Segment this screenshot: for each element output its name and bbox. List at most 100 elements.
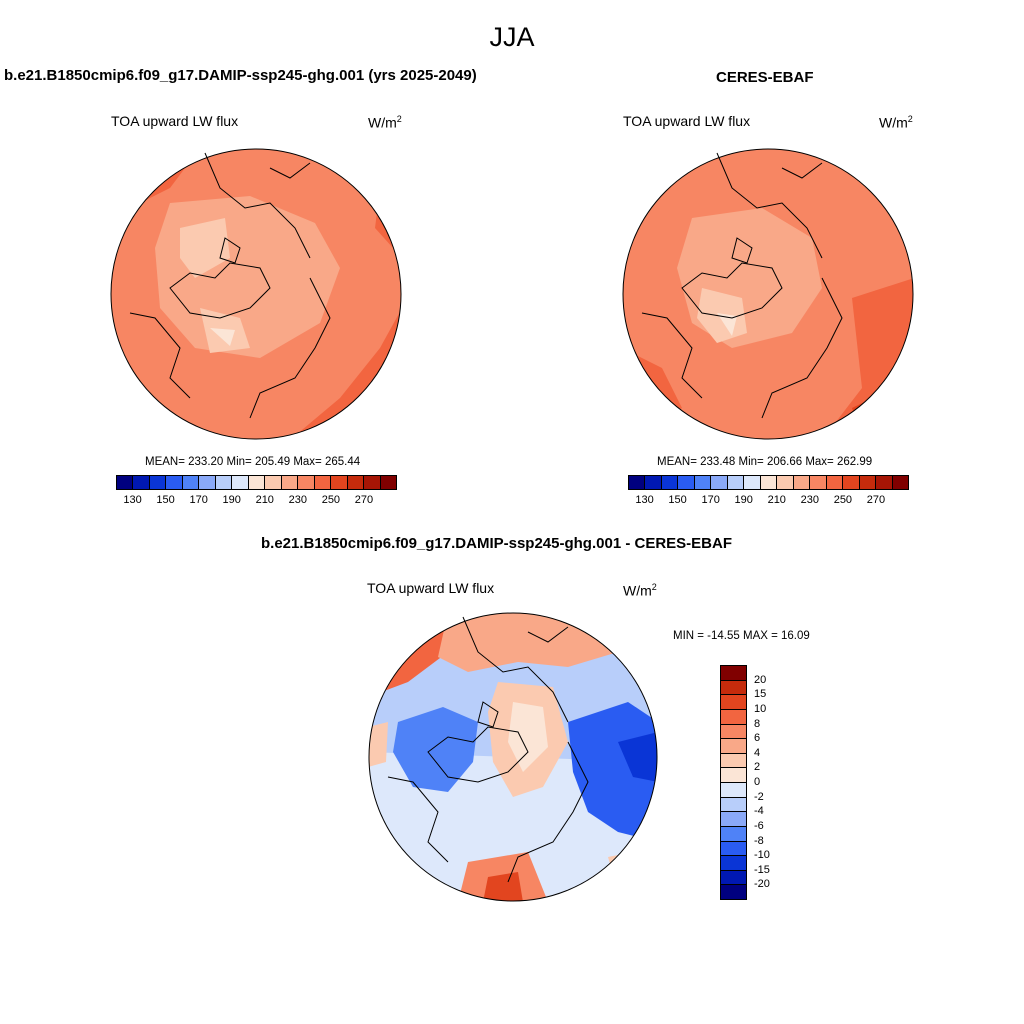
colorbar-model-cell [331,476,348,489]
colorbar-obs-tick: 250 [833,494,853,506]
colorbar-model-cell [248,476,266,489]
colorbar-obs-cell [678,476,695,489]
polar-map-obs [622,148,914,440]
colorbar-diff-cell [720,825,747,842]
colorbar-diff-cell [720,796,747,813]
colorbar-obs-cell [744,476,761,489]
colorbar-diff-tick: 15 [754,688,767,701]
colorbar-model-tick: 150 [156,494,175,506]
colorbar-cells-obs [628,475,909,490]
colorbar-diff-tick: -8 [754,834,764,847]
colorbar-diff-tick: 2 [754,761,761,774]
colorbar-model-cell [298,476,315,489]
colorbar-diff-cell [720,708,747,725]
colorbar-obs-cell [711,476,728,489]
colorbar-model-cell [347,476,365,489]
stats-diff: MIN = -14.55 MAX = 16.09 [673,630,810,642]
colorbar-model-tick: 250 [321,494,341,506]
colorbar-diff-tick: -6 [754,819,764,832]
colorbar-diff-cell [720,665,747,681]
variable-label-obs: TOA upward LW flux [623,113,751,129]
colorbar-diff-cell [720,738,747,754]
colorbar-model-cell [232,476,249,489]
colorbar-diff-tick: 4 [754,746,761,759]
colorbar-obs-tick: 150 [668,494,687,506]
colorbar-model-cell [199,476,216,489]
colorbar-diff-cell [720,723,747,740]
colorbar-obs-cell [661,476,679,489]
colorbar-obs-cell [793,476,811,489]
colorbar-model-tick: 190 [222,494,241,506]
colorbar-diff-tick: 10 [754,702,767,715]
colorbar-obs-cell [760,476,778,489]
colorbar-obs-cell [727,476,745,489]
colorbar-obs-tick: 130 [635,494,654,506]
colorbar-obs-cell [810,476,827,489]
colorbar-diff-cell [720,694,747,710]
colorbar-model-cell [314,476,332,489]
colorbar-model-cell [364,476,381,489]
colorbar-obs-tick: 230 [800,494,819,506]
colorbar-obs-cell [859,476,877,489]
panel-title-model: b.e21.B1850cmip6.f09_g17.DAMIP-ssp245-gh… [4,67,477,84]
colorbar-obs-cell [892,476,908,489]
variable-label-diff: TOA upward LW flux [367,580,495,596]
colorbar-model-cell [149,476,167,489]
colorbar-diff-cell [720,884,747,900]
panel-title-obs: CERES-EBAF [716,69,814,86]
figure-title: JJA [489,22,535,52]
colorbar-diff-tick: -20 [754,878,770,891]
colorbar-diff-cell [720,767,747,783]
colorbar-obs-cell [629,476,646,489]
units-label-diff: W/m2 [623,582,657,599]
colorbar-model-tick: 270 [354,494,374,506]
colorbar-diff-tick: -10 [754,849,770,862]
colorbar-obs-tick: 210 [767,494,786,506]
colorbar-diff-cell [720,782,747,798]
colorbar-diff-cell [720,679,747,696]
polar-map-diff [368,612,658,902]
colorbar-model-cell [215,476,233,489]
colorbar-obs-tick: 270 [866,494,886,506]
colorbar-model-tick: 170 [189,494,208,506]
colorbar-diff-cell [720,855,747,871]
colorbar-model-cell [281,476,299,489]
polar-map-model [110,148,402,440]
colorbar-diff-tick: -2 [754,790,764,803]
panel-title-diff: b.e21.B1850cmip6.f09_g17.DAMIP-ssp245-gh… [261,535,732,552]
colorbar-diff-tick: 6 [754,732,761,745]
stats-model: MEAN= 233.20 Min= 205.49 Max= 265.44 [145,456,361,468]
units-label-model: W/m2 [368,114,402,131]
colorbar-diff-tick: 8 [754,717,761,730]
colorbar-diff-tick: 20 [754,673,767,686]
colorbar-model-cell [265,476,282,489]
colorbar-obs-tick: 170 [701,494,720,506]
colorbar-diff-tick: 0 [754,776,761,788]
colorbar-diff-cell [720,811,747,827]
colorbar-obs-tick: 190 [734,494,753,506]
colorbar-diff-cell [720,840,747,857]
colorbar-model-tick: 230 [288,494,307,506]
colorbar-diff-cell [720,752,747,769]
colorbar-cells-model [116,475,397,490]
colorbar-diff-tick: -4 [754,805,764,818]
colorbar-model-cell [133,476,150,489]
colorbar-obs-cell [876,476,893,489]
colorbar-model-cell [166,476,183,489]
colorbar-obs-cell [826,476,844,489]
colorbar-model-tick: 130 [123,494,142,506]
colorbar-diff-tick: -15 [754,863,770,876]
colorbar-obs-cell [777,476,794,489]
colorbar-model-tick: 210 [255,494,274,506]
colorbar-obs-cell [645,476,662,489]
colorbar-obs-cell [843,476,860,489]
variable-label-model: TOA upward LW flux [111,113,239,129]
units-label-obs: W/m2 [879,114,913,131]
colorbar-model-cell [182,476,200,489]
colorbar-obs-cell [694,476,712,489]
colorbar-model-cell [117,476,134,489]
stats-obs: MEAN= 233.48 Min= 206.66 Max= 262.99 [657,456,873,468]
colorbar-diff: -20 -15 -10 -8 -6 -4 -2 0 2 4 6 8 10 15 20 [720,665,770,900]
colorbar-diff-cell [720,869,747,886]
colorbar-model-cell [380,476,396,489]
